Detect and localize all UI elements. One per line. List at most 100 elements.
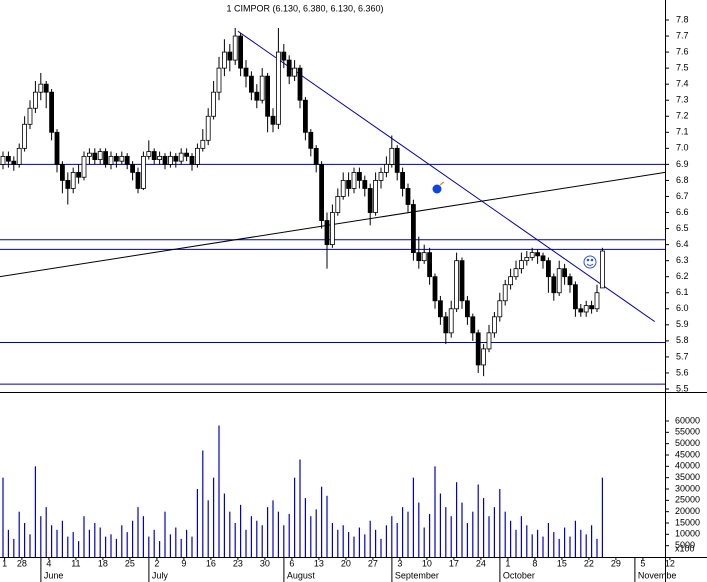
candle-body xyxy=(519,260,524,270)
volume-tick-label: 20000 xyxy=(675,506,700,516)
candle-body xyxy=(502,284,508,302)
candle-body xyxy=(416,252,422,262)
candle-body xyxy=(389,147,395,165)
candle-body xyxy=(405,188,411,205)
candle-body xyxy=(27,107,33,125)
candle-body xyxy=(292,67,298,77)
y-tick-label: 6.6 xyxy=(676,207,689,217)
candle-body xyxy=(486,332,492,350)
y-tick-label: 6.8 xyxy=(676,175,689,185)
candle-body xyxy=(508,276,514,286)
x-tick-label: 6 xyxy=(289,558,294,568)
candle-body xyxy=(351,172,357,189)
candle-body xyxy=(356,172,362,181)
candle-body xyxy=(216,67,222,93)
candle-body xyxy=(346,180,352,189)
candle-body xyxy=(184,152,190,157)
y-tick-label: 7.0 xyxy=(676,143,689,153)
candle-body xyxy=(286,59,292,77)
x-tick-label: 5 xyxy=(640,558,645,568)
candle-body xyxy=(200,139,206,149)
candle-body xyxy=(54,131,60,165)
candle-body xyxy=(427,252,433,278)
candle-body xyxy=(265,75,271,117)
volume-tick-label: 5000 xyxy=(675,540,695,550)
candle-body xyxy=(600,250,605,289)
y-tick-label: 6.5 xyxy=(676,223,689,233)
x-tick-label: 22 xyxy=(584,558,594,568)
x-tick-label: 8 xyxy=(532,558,537,568)
candle-body xyxy=(324,220,330,246)
candle-body xyxy=(432,276,438,302)
candle-body xyxy=(205,115,211,141)
candle-body xyxy=(92,152,98,160)
candle-body xyxy=(594,292,600,310)
x-tick-label: 18 xyxy=(98,558,108,568)
candle-body xyxy=(573,284,578,310)
x-tick-label: 20 xyxy=(341,558,351,568)
candle-body xyxy=(167,155,173,165)
y-tick-label: 5.6 xyxy=(676,367,689,377)
candle-body xyxy=(578,308,584,313)
x-tick-label: 11 xyxy=(71,558,80,568)
volume-tick-label: 60000 xyxy=(675,415,700,425)
candle-body xyxy=(335,196,341,213)
x-tick-label: 10 xyxy=(422,558,432,568)
candle-body xyxy=(221,51,227,69)
candle-body xyxy=(524,257,530,262)
y-tick-label: 7.6 xyxy=(676,46,689,56)
y-tick-label: 7.3 xyxy=(676,95,689,105)
x-tick-label: 24 xyxy=(476,558,486,568)
y-tick-label: 6.3 xyxy=(676,255,689,265)
month-label: June xyxy=(44,570,64,580)
candle-body xyxy=(443,316,449,334)
candle-body xyxy=(497,300,503,318)
candle-body xyxy=(232,35,238,61)
candle-body xyxy=(38,83,44,93)
candle-body xyxy=(16,147,22,165)
candle-body xyxy=(448,308,454,334)
candle-body xyxy=(119,155,125,162)
candle-body xyxy=(6,155,11,162)
candle-body xyxy=(400,172,406,189)
candle-body xyxy=(254,91,260,101)
month-label: Novembe xyxy=(638,570,677,580)
candle-body xyxy=(114,155,119,162)
candle-body xyxy=(65,180,71,189)
candle-body xyxy=(76,172,81,178)
y-tick-label: 6.9 xyxy=(676,159,689,169)
x-tick-label: 13 xyxy=(314,558,324,568)
candle-body xyxy=(22,123,28,149)
volume-tick-label: 35000 xyxy=(675,472,700,482)
x-tick-label: 1 xyxy=(505,558,510,568)
candle-body xyxy=(556,268,562,294)
candle-body xyxy=(124,155,130,165)
candle-body xyxy=(481,348,487,366)
candle-body xyxy=(475,332,481,366)
y-tick-label: 7.5 xyxy=(676,63,689,73)
volume-tick-label: 15000 xyxy=(675,517,700,527)
candle-body xyxy=(70,172,76,189)
candle-body xyxy=(302,99,308,133)
candle-body xyxy=(513,268,519,278)
candle-body xyxy=(319,163,325,221)
x-tick-label: 30 xyxy=(260,558,270,568)
candle-body xyxy=(373,180,379,213)
month-label: July xyxy=(152,570,169,580)
candle-body xyxy=(157,155,163,160)
candle-body xyxy=(583,305,589,313)
candle-body xyxy=(0,155,6,165)
candle-body xyxy=(540,255,546,262)
x-tick-label: 28 xyxy=(17,558,27,568)
y-tick-label: 7.2 xyxy=(676,111,689,121)
x-tick-label: 29 xyxy=(611,558,621,568)
candle-body xyxy=(281,51,287,61)
y-tick-label: 6.4 xyxy=(676,239,689,249)
candle-body xyxy=(173,155,179,162)
y-tick-label: 6.2 xyxy=(676,271,689,281)
y-tick-label: 7.7 xyxy=(676,30,689,40)
x-tick-label: 4 xyxy=(46,558,51,568)
y-tick-label: 7.8 xyxy=(676,14,689,24)
